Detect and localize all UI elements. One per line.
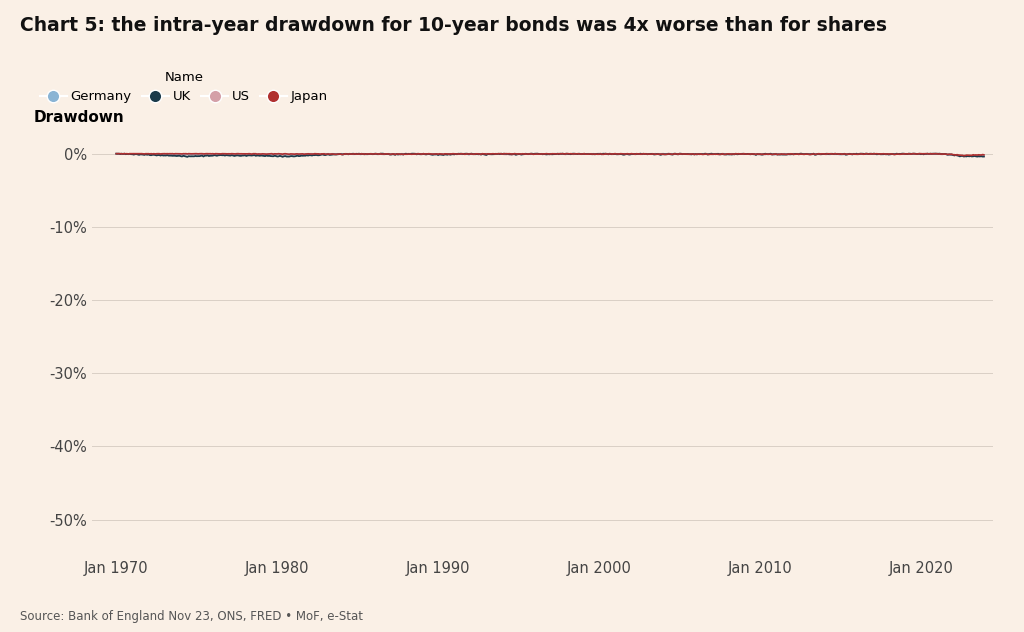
UK bbox=[111, 150, 123, 157]
Line: UK: UK bbox=[117, 154, 984, 157]
US bbox=[111, 150, 123, 157]
UK bbox=[357, 150, 370, 158]
Germany bbox=[114, 150, 126, 157]
UK bbox=[978, 153, 990, 161]
US bbox=[547, 150, 559, 158]
Germany bbox=[357, 150, 370, 158]
Line: Germany: Germany bbox=[117, 154, 984, 157]
Japan bbox=[862, 150, 874, 158]
US bbox=[429, 150, 441, 158]
UK bbox=[429, 150, 441, 158]
Japan bbox=[265, 150, 278, 157]
Text: Source: Bank of England Nov 23, ONS, FRED • MoF, e-Stat: Source: Bank of England Nov 23, ONS, FRE… bbox=[20, 609, 364, 623]
UK bbox=[267, 152, 280, 160]
UK bbox=[896, 150, 908, 157]
Germany bbox=[547, 150, 559, 157]
UK bbox=[864, 150, 877, 157]
Japan bbox=[546, 150, 558, 157]
US bbox=[864, 150, 877, 158]
Line: US: US bbox=[117, 154, 984, 157]
Text: Drawdown: Drawdown bbox=[34, 110, 124, 125]
US bbox=[267, 150, 280, 158]
Japan bbox=[355, 150, 368, 157]
UK bbox=[181, 153, 194, 161]
US bbox=[973, 153, 985, 161]
Line: Japan: Japan bbox=[117, 154, 984, 155]
Germany bbox=[973, 153, 985, 161]
US bbox=[128, 150, 140, 157]
Germany bbox=[864, 150, 877, 158]
US bbox=[978, 153, 990, 161]
Germany bbox=[111, 150, 123, 157]
Japan bbox=[111, 150, 123, 157]
US bbox=[357, 150, 370, 157]
Germany bbox=[978, 152, 990, 160]
Text: Chart 5: the intra-year drawdown for 10-year bonds was 4x worse than for shares: Chart 5: the intra-year drawdown for 10-… bbox=[20, 16, 888, 35]
Japan bbox=[895, 150, 907, 158]
Japan bbox=[957, 152, 970, 159]
US bbox=[896, 150, 908, 158]
Japan bbox=[978, 151, 990, 159]
Legend: Germany, UK, US, Japan: Germany, UK, US, Japan bbox=[40, 71, 328, 103]
Japan bbox=[428, 150, 440, 158]
Germany bbox=[267, 150, 280, 157]
Germany bbox=[896, 150, 908, 157]
UK bbox=[547, 150, 559, 158]
Germany bbox=[429, 151, 441, 159]
